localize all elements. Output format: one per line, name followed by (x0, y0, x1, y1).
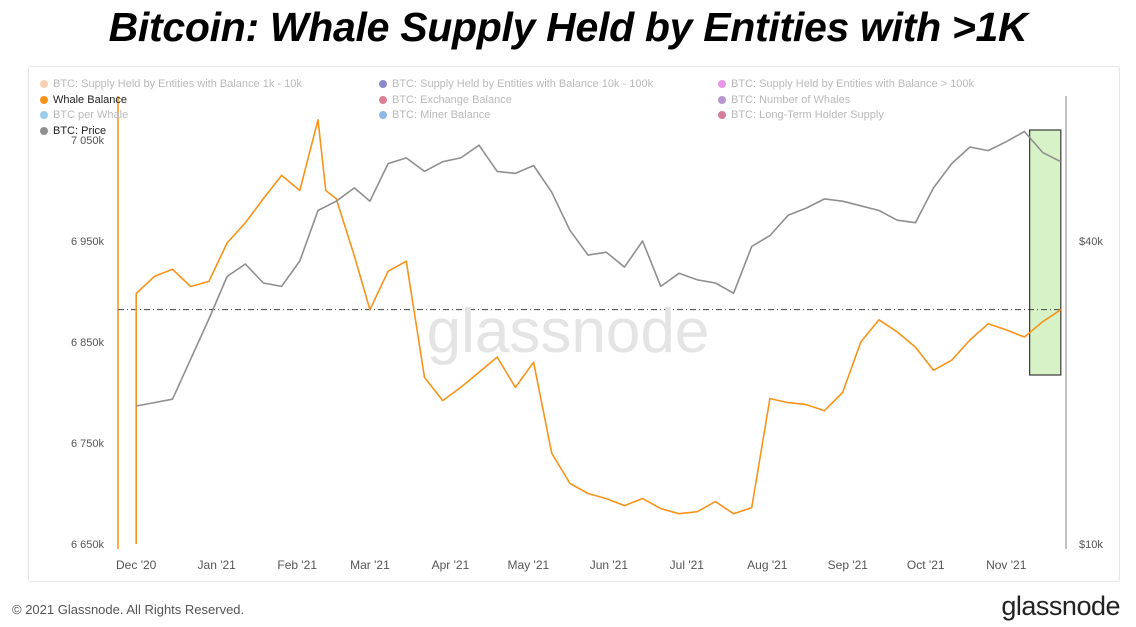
legend-item[interactable]: BTC: Number of Whales (718, 94, 850, 106)
legend-label: BTC: Long-Term Holder Supply (731, 109, 884, 121)
legend-dot-icon (40, 111, 48, 119)
x-tick-label: Jan '21 (198, 558, 237, 572)
x-tick-label: Mar '21 (350, 558, 390, 572)
x-tick-label: Apr '21 (432, 558, 470, 572)
chart-title: Bitcoin: Whale Supply Held by Entities w… (108, 4, 1028, 50)
x-tick-label: Sep '21 (828, 558, 869, 572)
legend-item[interactable]: BTC: Long-Term Holder Supply (718, 109, 884, 121)
legend-item[interactable]: BTC per Whale (40, 109, 128, 121)
legend-dot-icon (40, 95, 48, 104)
y-left-tick-label: 7 050k (71, 135, 105, 147)
legend-label: BTC per Whale (53, 109, 129, 121)
legend-label: BTC: Price (53, 124, 107, 137)
y-left-tick-label: 6 950k (71, 236, 105, 248)
legend-dot-icon (40, 126, 48, 135)
legend-label: BTC: Supply Held by Entities with Balanc… (392, 78, 654, 90)
y-left-tick-label: 6 750k (71, 438, 105, 450)
whale-balance-line (135, 119, 1062, 544)
legend-item[interactable]: BTC: Supply Held by Entities with Balanc… (40, 78, 302, 90)
legend-dot-icon (718, 111, 726, 119)
legend-label: BTC: Number of Whales (731, 93, 851, 106)
legend-label: Whale Balance (53, 93, 127, 106)
legend-dot-icon (379, 111, 387, 119)
legend-dot-icon (379, 80, 387, 88)
x-tick-label: Jun '21 (590, 558, 629, 572)
x-tick-label: Feb '21 (277, 558, 317, 572)
x-tick-label: Nov '21 (986, 558, 1027, 572)
x-tick-label: Aug '21 (747, 558, 788, 572)
legend-label: BTC: Supply Held by Entities with Balanc… (731, 78, 975, 90)
legend-dot-icon (379, 95, 387, 104)
highlight-box (1029, 129, 1062, 376)
x-tick-label: Dec '20 (116, 558, 157, 572)
btc-price-line (136, 130, 1062, 407)
legend-label: BTC: Supply Held by Entities with Balanc… (53, 78, 302, 90)
y-right-tick-label: $10k (1079, 539, 1103, 551)
chart-panel (28, 66, 1120, 582)
legend-item[interactable]: BTC: Miner Balance (379, 109, 490, 121)
chart-legend: BTC: Supply Held by Entities with Balanc… (40, 78, 1040, 140)
legend-dot-icon (40, 80, 48, 88)
glassnode-watermark: glassnode (427, 297, 710, 366)
legend-label: BTC: Exchange Balance (392, 93, 512, 106)
legend-item[interactable]: BTC: Supply Held by Entities with Balanc… (379, 78, 653, 90)
x-tick-label: Jul '21 (670, 558, 705, 572)
copyright-text: © 2021 Glassnode. All Rights Reserved. (12, 602, 245, 617)
glassnode-logo: glassnode (1001, 591, 1120, 621)
y-left-tick-label: 6 850k (71, 337, 105, 349)
x-tick-label: May '21 (508, 558, 550, 572)
y-left-tick-label: 6 650k (71, 539, 105, 551)
legend-dot-icon (718, 80, 726, 88)
legend-item[interactable]: BTC: Supply Held by Entities with Balanc… (718, 78, 974, 90)
legend-item[interactable]: BTC: Exchange Balance (379, 94, 512, 106)
y-right-tick-label: $40k (1079, 236, 1103, 248)
x-tick-label: Oct '21 (907, 558, 945, 572)
legend-item[interactable]: BTC: Price (40, 125, 106, 137)
legend-item[interactable]: Whale Balance (40, 94, 127, 106)
legend-label: BTC: Miner Balance (392, 109, 491, 121)
legend-dot-icon (718, 95, 726, 104)
